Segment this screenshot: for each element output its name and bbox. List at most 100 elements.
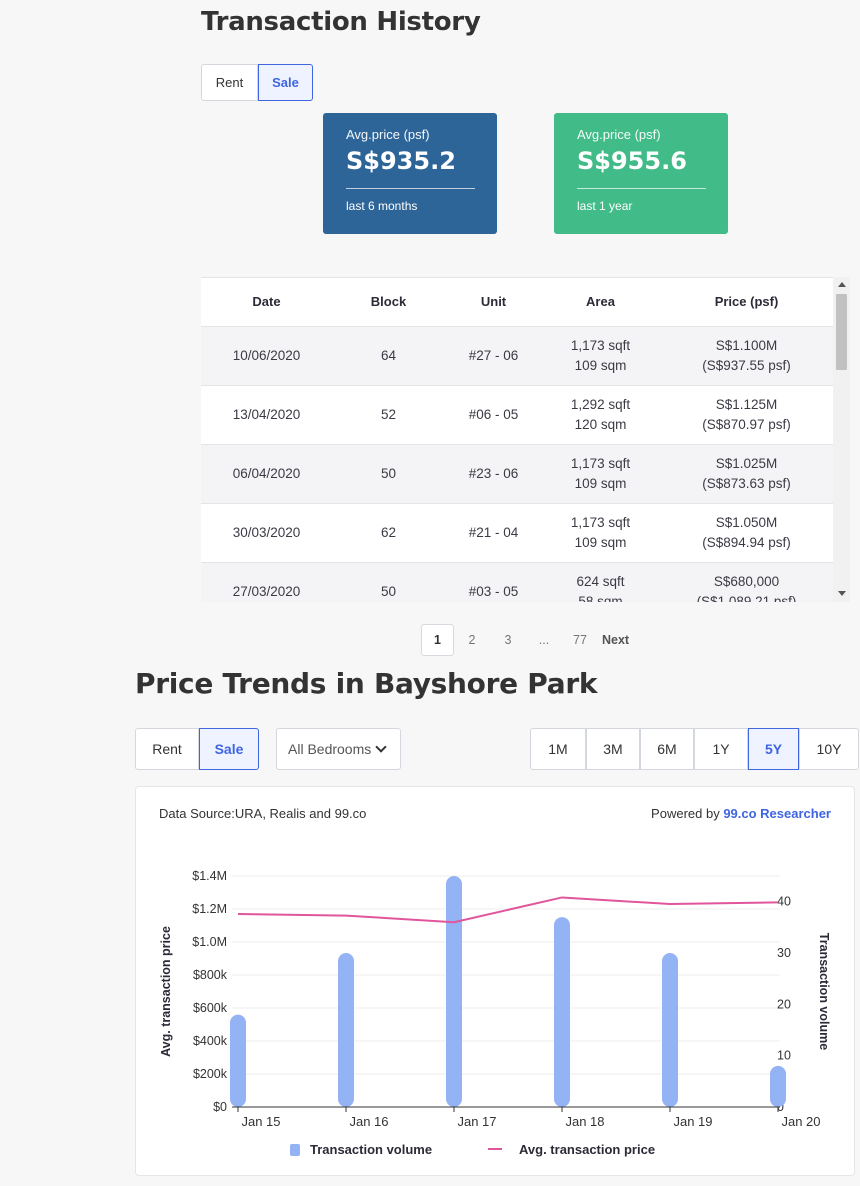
price-psf: (S$873.63 psf) xyxy=(702,475,791,491)
trend-rent-button[interactable]: Rent xyxy=(135,728,199,770)
sale-button[interactable]: Sale xyxy=(258,64,313,101)
y-tick-label: $200k xyxy=(193,1067,228,1081)
cell-price: S$680,000 (S$1,089.21 psf) xyxy=(659,562,834,602)
cell-area: 1,173 sqft 109 sqm xyxy=(542,503,659,563)
price-psf: (S$937.55 psf) xyxy=(702,357,791,373)
price-value: S$1.050M xyxy=(715,514,778,530)
page-2-button[interactable]: 2 xyxy=(468,633,476,647)
period-3m-button[interactable]: 3M xyxy=(586,728,640,770)
card-value: S$935.2 xyxy=(346,147,475,189)
cell-block: 64 xyxy=(332,326,445,386)
powered-prefix: Powered by xyxy=(651,806,724,821)
card-value: S$955.6 xyxy=(577,147,706,189)
bar xyxy=(230,1014,246,1107)
cell-unit: #21 - 04 xyxy=(445,503,542,563)
area-sqft: 1,292 sqft xyxy=(570,396,631,412)
trend-type-toggle: Rent Sale xyxy=(135,728,259,770)
cell-area: 624 sqft 58 sqm xyxy=(542,562,659,602)
x-tick-label: Jan 15 xyxy=(241,1114,280,1129)
x-tick-label: Jan 19 xyxy=(673,1114,712,1129)
page-77-button[interactable]: 77 xyxy=(573,633,587,647)
price-value: S$680,000 xyxy=(713,573,780,589)
cell-date: 10/06/2020 xyxy=(201,326,332,386)
legend-volume-label: Transaction volume xyxy=(310,1142,432,1157)
bedrooms-dropdown[interactable]: All Bedrooms xyxy=(276,728,401,770)
cell-date: 06/04/2020 xyxy=(201,444,332,504)
price-psf: (S$894.94 psf) xyxy=(702,534,791,550)
y2-tick-label: 40 xyxy=(777,895,791,909)
period-toggle: 1M 3M 6M 1Y 5Y 10Y xyxy=(530,728,859,770)
cell-date: 27/03/2020 xyxy=(201,562,332,602)
transaction-history-title: Transaction History xyxy=(201,7,481,37)
cell-unit: #23 - 06 xyxy=(445,444,542,504)
scroll-thumb[interactable] xyxy=(836,294,847,370)
x-tick-label: Jan 18 xyxy=(565,1114,604,1129)
column-header-unit: Unit xyxy=(445,278,542,327)
table-header-row: Date Block Unit Area Price (psf) xyxy=(201,278,834,327)
card-label: Avg.price (psf) xyxy=(577,127,661,142)
column-header-date: Date xyxy=(201,278,332,327)
y-tick-label: $600k xyxy=(193,1001,228,1015)
cell-unit: #27 - 06 xyxy=(445,326,542,386)
bar xyxy=(554,917,570,1107)
period-5y-button[interactable]: 5Y xyxy=(748,728,799,770)
bar xyxy=(338,953,354,1107)
x-tick-label: Jan 20 xyxy=(781,1114,820,1129)
legend-price-label: Avg. transaction price xyxy=(519,1142,655,1157)
avg-price-line xyxy=(237,896,779,924)
card-period: last 6 months xyxy=(346,199,418,213)
y-tick-label: $1.2M xyxy=(192,902,227,916)
transaction-table[interactable]: Date Block Unit Area Price (psf) 10/06/2… xyxy=(201,277,850,602)
cell-date: 13/04/2020 xyxy=(201,385,332,445)
price-psf: (S$1,089.21 psf) xyxy=(696,593,797,603)
period-1y-button[interactable]: 1Y xyxy=(694,728,748,770)
area-sqm: 109 sqm xyxy=(574,475,627,491)
cell-block: 52 xyxy=(332,385,445,445)
column-header-block: Block xyxy=(332,278,445,327)
price-value: S$1.125M xyxy=(715,396,778,412)
cell-area: 1,173 sqft 109 sqm xyxy=(542,444,659,504)
x-tick-label: Jan 17 xyxy=(457,1114,496,1129)
area-sqm: 58 sqm xyxy=(578,593,623,603)
y-tick-label: $1.0M xyxy=(192,935,227,949)
area-sqft: 1,173 sqft xyxy=(570,514,631,530)
page-1-button[interactable]: 1 xyxy=(421,624,454,656)
researcher-link[interactable]: 99.co Researcher xyxy=(723,806,831,821)
scroll-down-arrow-icon[interactable] xyxy=(838,591,846,596)
y2-tick-label: 10 xyxy=(777,1049,791,1063)
trend-sale-button[interactable]: Sale xyxy=(199,728,259,770)
cell-block: 50 xyxy=(332,444,445,504)
y-tick-label: $800k xyxy=(193,968,228,982)
table-row: 06/04/2020 50 #23 - 06 1,173 sqft 109 sqm S$1… xyxy=(201,444,834,504)
y2-tick-label: 20 xyxy=(777,997,791,1011)
area-sqm: 120 sqm xyxy=(574,416,627,432)
rent-button[interactable]: Rent xyxy=(201,64,258,101)
bar xyxy=(446,876,462,1107)
period-6m-button[interactable]: 6M xyxy=(640,728,694,770)
cell-price: S$1.125M (S$870.97 psf) xyxy=(659,385,834,445)
cell-date: 30/03/2020 xyxy=(201,503,332,563)
y-tick-label: $1.4M xyxy=(192,869,227,883)
period-1m-button[interactable]: 1M xyxy=(530,728,586,770)
page-3-button[interactable]: 3 xyxy=(504,633,512,647)
scroll-up-arrow-icon[interactable] xyxy=(838,282,846,287)
pagination: 1 2 3 ... 77 Next xyxy=(421,624,629,656)
next-page-button[interactable]: Next xyxy=(602,633,630,647)
area-sqm: 109 sqm xyxy=(574,357,627,373)
powered-by-text: Powered by 99.co Researcher xyxy=(651,806,831,821)
area-sqft: 624 sqft xyxy=(576,573,625,589)
avg-price-1y-card: Avg.price (psf) S$955.6 last 1 year xyxy=(554,113,728,234)
y-tick-label: $0 xyxy=(213,1100,227,1114)
cell-price: S$1.100M (S$937.55 psf) xyxy=(659,326,834,386)
table-scrollbar[interactable] xyxy=(833,277,850,602)
period-10y-button[interactable]: 10Y xyxy=(799,728,859,770)
column-header-area: Area xyxy=(542,278,659,327)
area-sqft: 1,173 sqft xyxy=(570,337,631,353)
data-source-text: Data Source:URA, Realis and 99.co xyxy=(159,806,367,821)
y2-axis-label: Transaction volume xyxy=(817,933,831,1050)
card-period: last 1 year xyxy=(577,199,633,213)
price-value: S$1.025M xyxy=(715,455,778,471)
cell-area: 1,292 sqft 120 sqm xyxy=(542,385,659,445)
area-sqm: 109 sqm xyxy=(574,534,627,550)
chevron-down-icon xyxy=(375,741,387,753)
